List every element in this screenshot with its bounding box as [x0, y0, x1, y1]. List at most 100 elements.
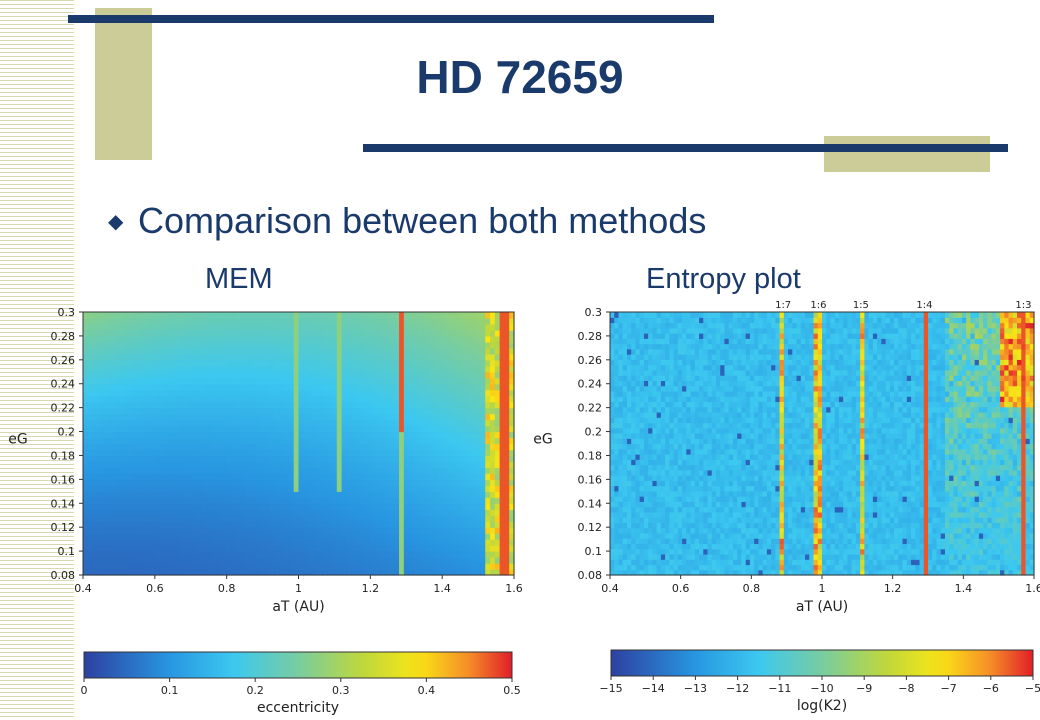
mem-cell: [432, 317, 438, 325]
mem-cell: [279, 341, 285, 349]
mem-cell: [360, 359, 367, 367]
mem-cell: [83, 347, 89, 355]
mem-cell: [370, 461, 376, 469]
mem-cell: [255, 509, 261, 516]
mem-cell: [150, 515, 156, 522]
entropy-cell: [686, 338, 692, 345]
mem-cell: [355, 455, 362, 463]
entropy-cell: [626, 406, 632, 413]
mem-cell: [322, 383, 328, 391]
entropy-cell: [643, 548, 649, 555]
entropy-cell: [631, 459, 637, 466]
mem-cell: [178, 539, 185, 546]
mem-cell: [140, 521, 146, 528]
mem-colorbar-tick-label: 0.4: [418, 684, 436, 697]
entropy-cell: [631, 375, 637, 381]
mem-cell: [336, 347, 343, 355]
entropy-cell: [690, 548, 696, 555]
mem-cell: [159, 359, 166, 367]
mem-cell: [245, 473, 252, 480]
entropy-cell: [669, 338, 675, 345]
mem-cell: [197, 455, 204, 463]
mem-cell: [322, 425, 328, 433]
mem-cell: [442, 312, 448, 319]
mem-cell: [351, 515, 357, 522]
mem-cell: [154, 365, 161, 373]
mem-cell: [154, 317, 161, 325]
mem-cell: [207, 539, 213, 546]
mem-cell: [341, 419, 347, 427]
mem-cell: [188, 407, 194, 415]
entropy-cell: [614, 427, 620, 434]
mem-cell: [226, 437, 233, 445]
mem-cell: [423, 443, 429, 451]
mem-cell: [173, 479, 180, 486]
mem-cell: [408, 449, 415, 457]
mem-cell: [197, 563, 204, 570]
mem-cell: [394, 365, 400, 373]
entropy-cell: [665, 443, 670, 450]
mem-cell: [303, 545, 309, 552]
entropy-cell: [665, 501, 670, 508]
entropy-cell: [643, 501, 649, 508]
mem-cell: [255, 389, 261, 397]
mem-cell: [106, 317, 113, 325]
mem-cell: [288, 527, 295, 534]
mem-cell: [279, 371, 285, 379]
mem-cell: [403, 419, 410, 427]
entropy-cell: [656, 496, 662, 502]
mem-cell: [355, 473, 362, 480]
mem-cell: [116, 341, 122, 349]
entropy-cell: [686, 343, 692, 350]
entropy-cell: [614, 348, 620, 355]
mem-cell: [485, 359, 491, 367]
mem-cell: [150, 323, 156, 331]
mem-cell: [202, 443, 209, 451]
entropy-cell: [639, 485, 645, 492]
mem-cell: [178, 425, 185, 433]
mem-cell: [355, 527, 362, 534]
mem-cell: [379, 551, 386, 558]
mem-cell: [437, 312, 443, 319]
entropy-cell: [614, 475, 620, 481]
mem-cell: [442, 347, 448, 355]
mem-cell: [226, 509, 233, 516]
mem-cell: [389, 545, 395, 552]
mem-cell: [188, 479, 194, 486]
entropy-cell: [622, 532, 628, 539]
mem-cell: [145, 491, 151, 498]
entropy-cell: [686, 454, 692, 460]
mem-cell: [308, 395, 314, 403]
mem-cell: [418, 491, 424, 498]
mem-cell: [221, 371, 228, 379]
mem-cell: [236, 545, 242, 552]
entropy-cell: [660, 538, 666, 545]
mem-cell: [226, 353, 233, 361]
mem-cell: [475, 509, 482, 516]
mem-cell: [284, 425, 290, 433]
mem-cell: [193, 449, 199, 457]
mem-cell: [384, 449, 391, 457]
entropy-cell: [682, 506, 687, 513]
mem-cell: [336, 443, 343, 451]
entropy-cell: [614, 485, 620, 492]
mem-cell: [413, 389, 419, 397]
mem-cell: [92, 467, 98, 474]
mem-cell: [370, 359, 376, 367]
entropy-cell: [660, 396, 666, 403]
mem-cell: [327, 347, 333, 355]
mem-cell: [197, 329, 204, 337]
entropy-cell: [639, 559, 645, 566]
mem-cell: [360, 341, 367, 349]
mem-cell: [432, 335, 438, 343]
mem-cell: [241, 533, 247, 540]
mem-cell: [470, 365, 477, 373]
entropy-cell: [648, 506, 653, 513]
entropy-cell: [626, 485, 632, 492]
mem-cell: [442, 437, 448, 445]
entropy-cell: [635, 417, 641, 424]
mem-cell: [303, 312, 309, 319]
mem-cell: [399, 473, 405, 480]
mem-cell: [480, 461, 486, 469]
mem-cell: [298, 491, 304, 498]
